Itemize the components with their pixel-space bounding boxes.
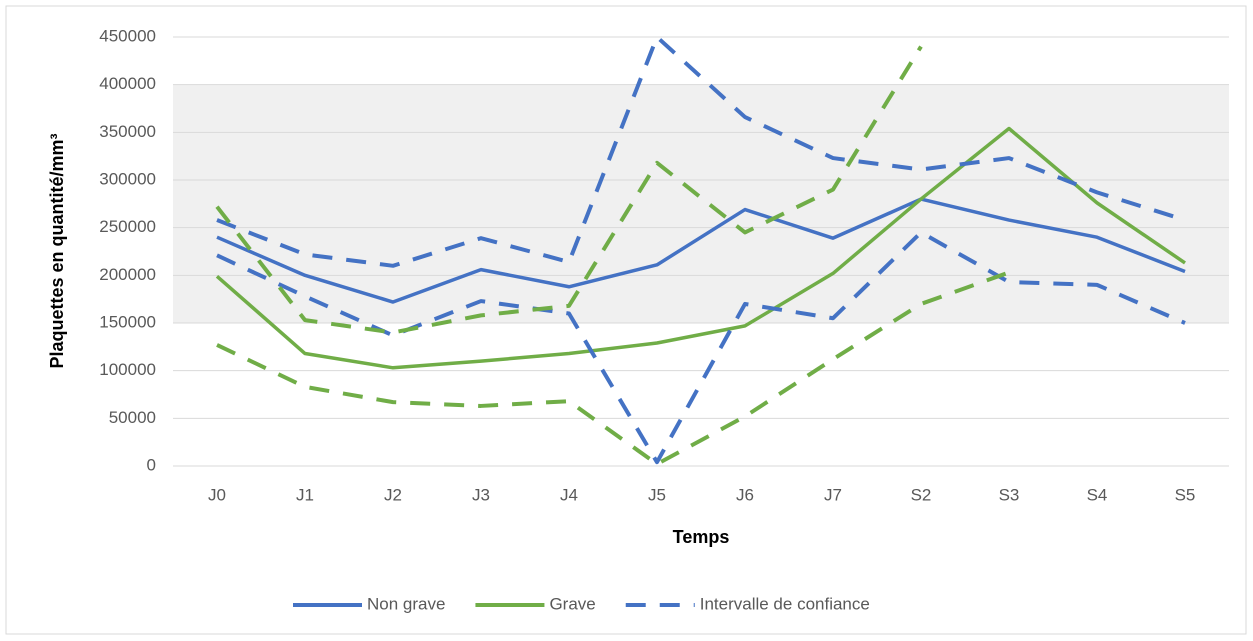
y-tick-label: 300000 xyxy=(99,169,156,188)
x-tick-label: S3 xyxy=(999,485,1020,504)
series-line xyxy=(215,126,1186,370)
x-tick-label: S4 xyxy=(1087,485,1108,504)
x-axis-title: Temps xyxy=(673,527,730,547)
shaded-band xyxy=(173,84,1229,324)
x-tick-label: J5 xyxy=(648,485,666,504)
x-tick-label: J2 xyxy=(384,485,402,504)
x-tick-label: J4 xyxy=(560,485,578,504)
y-tick-label: 450000 xyxy=(99,26,156,45)
y-tick-label: 250000 xyxy=(99,217,156,236)
x-tick-label: J1 xyxy=(296,485,314,504)
x-tick-label: J7 xyxy=(824,485,842,504)
x-tick-label: J6 xyxy=(736,485,754,504)
y-tick-label: 100000 xyxy=(99,360,156,379)
y-tick-label: 0 xyxy=(147,455,156,474)
y-tick-label: 400000 xyxy=(99,74,156,93)
y-axis-title: Plaquettes en quantité/mm³ xyxy=(47,133,67,368)
confidence-line xyxy=(215,45,923,335)
x-tick-label: J0 xyxy=(208,485,226,504)
x-tick-label: S2 xyxy=(911,485,932,504)
y-tick-label: 200000 xyxy=(99,265,156,284)
y-tick-label: 350000 xyxy=(99,122,156,141)
legend-label: Intervalle de confiance xyxy=(700,594,870,613)
y-tick-label: 50000 xyxy=(109,408,156,427)
y-tick-label: 150000 xyxy=(99,312,156,331)
legend-label: Grave xyxy=(549,594,595,613)
series-line xyxy=(216,197,1186,304)
legend-label: Non grave xyxy=(367,594,445,613)
x-tick-label: J3 xyxy=(472,485,490,504)
confidence-line xyxy=(216,270,1010,467)
x-tick-label: S5 xyxy=(1175,485,1196,504)
